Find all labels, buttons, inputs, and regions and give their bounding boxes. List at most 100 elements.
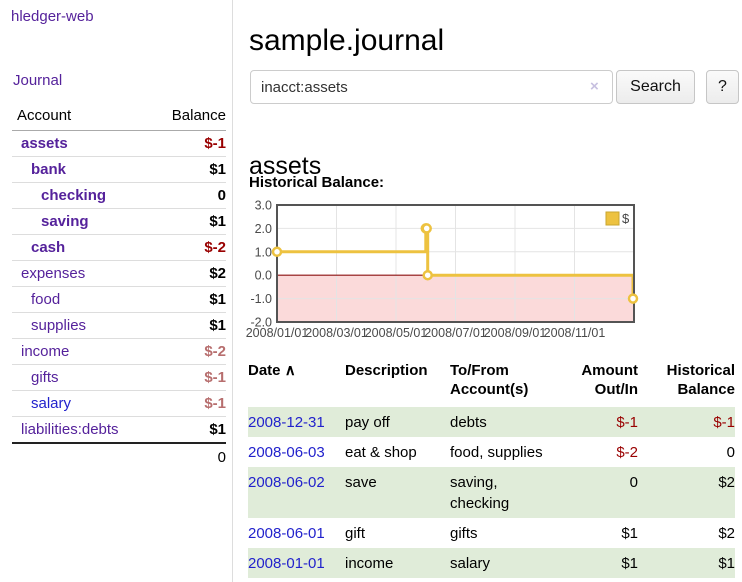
chart-label: Historical Balance: <box>249 174 385 191</box>
account-row: checking 0 <box>12 183 226 209</box>
transaction-amount: $-2 <box>616 444 638 461</box>
transaction-description: eat & shop <box>345 444 417 461</box>
help-button[interactable]: ? <box>706 70 739 104</box>
svg-text:0.0: 0.0 <box>255 269 272 283</box>
transaction-balance: $-1 <box>713 414 735 431</box>
page-title: sample.journal <box>249 24 445 58</box>
account-balance: $1 <box>209 213 226 230</box>
account-balance: $-1 <box>204 135 226 152</box>
register-row: 2008-06-02 save saving, checking 0 $2 <box>248 467 735 518</box>
transaction-description: gift <box>345 525 366 542</box>
svg-text:-1.0: -1.0 <box>250 292 272 306</box>
transaction-balance: $1 <box>718 555 735 572</box>
transaction-accounts: debts <box>450 414 487 431</box>
account-link-salary[interactable]: salary <box>31 395 72 412</box>
account-row: bank $1 <box>12 157 226 183</box>
account-row: supplies $1 <box>12 313 226 339</box>
sidebar-item-journal[interactable]: Journal <box>13 72 63 89</box>
search-input[interactable] <box>250 70 613 104</box>
account-balance: $-2 <box>204 239 226 256</box>
account-link-gifts[interactable]: gifts <box>31 369 59 386</box>
svg-text:-2.0: -2.0 <box>250 316 272 330</box>
account-link-income[interactable]: income <box>21 343 70 360</box>
transaction-amount: $1 <box>621 555 638 572</box>
transaction-accounts: gifts <box>450 525 478 542</box>
accounts-col-account: Account <box>12 104 150 131</box>
date-header-label: Date <box>248 362 281 379</box>
account-link-liabilities-debts[interactable]: liabilities:debts <box>21 421 119 438</box>
accounts-col-balance: Balance <box>149 104 226 131</box>
transaction-amount: 0 <box>629 474 638 491</box>
account-link-supplies[interactable]: supplies <box>31 317 87 334</box>
transaction-amount: $-1 <box>616 414 638 431</box>
account-balance: $-2 <box>204 343 226 360</box>
account-row: saving $1 <box>12 209 226 235</box>
account-row: income $-2 <box>12 339 226 365</box>
transaction-balance: $2 <box>718 525 735 542</box>
account-balance: $2 <box>209 265 226 282</box>
svg-text:2008/03/01: 2008/03/01 <box>305 326 368 340</box>
register-row: 2008-12-31 pay off debts $-1 $-1 <box>248 407 735 437</box>
account-link-food[interactable]: food <box>31 291 61 308</box>
app-title-link[interactable]: hledger-web <box>11 8 94 25</box>
transaction-accounts: salary <box>450 555 491 572</box>
account-link-saving[interactable]: saving <box>41 213 89 230</box>
svg-text:2.0: 2.0 <box>255 222 272 236</box>
svg-text:2008/07/01: 2008/07/01 <box>424 326 487 340</box>
transaction-date-link[interactable]: 2008-06-02 <box>248 474 325 491</box>
accounts-table: Account Balance assets $-1 bank $1 checking 0… <box>12 104 226 471</box>
svg-text:2008/11/01: 2008/11/01 <box>544 326 606 340</box>
account-balance: $1 <box>209 291 226 308</box>
register-row: 2008-01-01 income salary $1 $1 <box>248 548 735 578</box>
transaction-date-link[interactable]: 2008-06-01 <box>248 525 325 542</box>
clear-search-icon[interactable]: × <box>590 78 599 95</box>
account-balance: $-1 <box>204 369 226 386</box>
transaction-balance: 0 <box>726 444 735 461</box>
account-row: cash $-2 <box>12 235 226 261</box>
register-row: 2008-06-03 eat & shop food, supplies $-2 0 <box>248 437 735 467</box>
register-table: Date ∧ Description To/From Account(s) Am… <box>248 361 735 578</box>
account-balance: 0 <box>217 187 226 204</box>
account-row: liabilities:debts $1 <box>12 417 226 444</box>
transaction-accounts: food, supplies <box>450 444 543 461</box>
svg-text:2008/05/01: 2008/05/01 <box>365 326 428 340</box>
sort-ascending-icon: ∧ <box>284 362 296 379</box>
transaction-balance: $2 <box>718 474 735 491</box>
transaction-date-link[interactable]: 2008-06-03 <box>248 444 325 461</box>
account-balance: $1 <box>209 317 226 334</box>
search-button[interactable]: Search <box>616 70 695 104</box>
transaction-amount: $1 <box>621 525 638 542</box>
account-link-checking[interactable]: checking <box>41 187 107 204</box>
register-row: 2008-06-01 gift gifts $1 $2 <box>248 518 735 548</box>
historical-balance-chart: $3.0 2.0 1.0 0.0 -1.0 -2.0 2008/01/01 2008/03/0… <box>243 199 742 347</box>
account-row: expenses $2 <box>12 261 226 287</box>
register-header-row: Date ∧ Description To/From Account(s) Am… <box>248 361 735 407</box>
register-col-balance: Historical Balance <box>666 362 735 398</box>
account-balance: $1 <box>209 421 226 438</box>
account-row: assets $-1 <box>12 131 226 157</box>
svg-text:1.0: 1.0 <box>255 245 272 259</box>
transaction-description: income <box>345 555 394 572</box>
accounts-total-value: 0 <box>149 442 226 471</box>
transaction-date-link[interactable]: 2008-01-01 <box>248 555 325 572</box>
account-balance: $-1 <box>204 395 226 412</box>
register-col-amount: Amount Out/In <box>581 362 638 398</box>
account-row: gifts $-1 <box>12 365 226 391</box>
transaction-date-link[interactable]: 2008-12-31 <box>248 414 325 431</box>
svg-text:2008/01/01: 2008/01/01 <box>246 326 309 340</box>
account-link-bank[interactable]: bank <box>31 161 67 178</box>
account-heading: assets <box>249 151 322 180</box>
sidebar: hledger-web Journal Account Balance asse… <box>0 0 233 582</box>
svg-text:3.0: 3.0 <box>255 199 272 213</box>
svg-text:2008/09/01: 2008/09/01 <box>484 326 547 340</box>
account-link-assets[interactable]: assets <box>21 135 68 152</box>
transaction-description: pay off <box>345 414 390 431</box>
account-balance: $1 <box>209 161 226 178</box>
accounts-total-row: 0 <box>12 442 226 471</box>
transaction-accounts: saving, checking <box>450 474 510 512</box>
register-col-date[interactable]: Date ∧ <box>248 361 345 407</box>
register-col-accounts: To/From Account(s) <box>450 362 529 398</box>
account-link-cash[interactable]: cash <box>31 239 66 256</box>
account-link-expenses[interactable]: expenses <box>21 265 86 282</box>
account-row: salary $-1 <box>12 391 226 417</box>
